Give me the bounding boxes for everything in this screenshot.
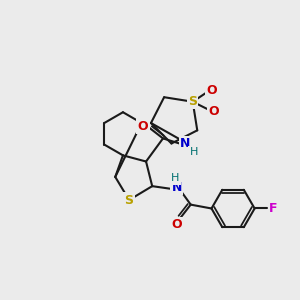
Text: O: O [172,218,182,231]
Text: S: S [188,95,197,108]
Text: F: F [269,202,278,215]
Text: O: O [138,120,148,133]
Text: S: S [124,194,134,206]
Text: N: N [172,181,182,194]
Text: O: O [207,84,217,97]
Text: O: O [208,105,219,118]
Text: H: H [190,147,198,157]
Text: H: H [171,173,179,184]
Text: N: N [180,137,190,150]
